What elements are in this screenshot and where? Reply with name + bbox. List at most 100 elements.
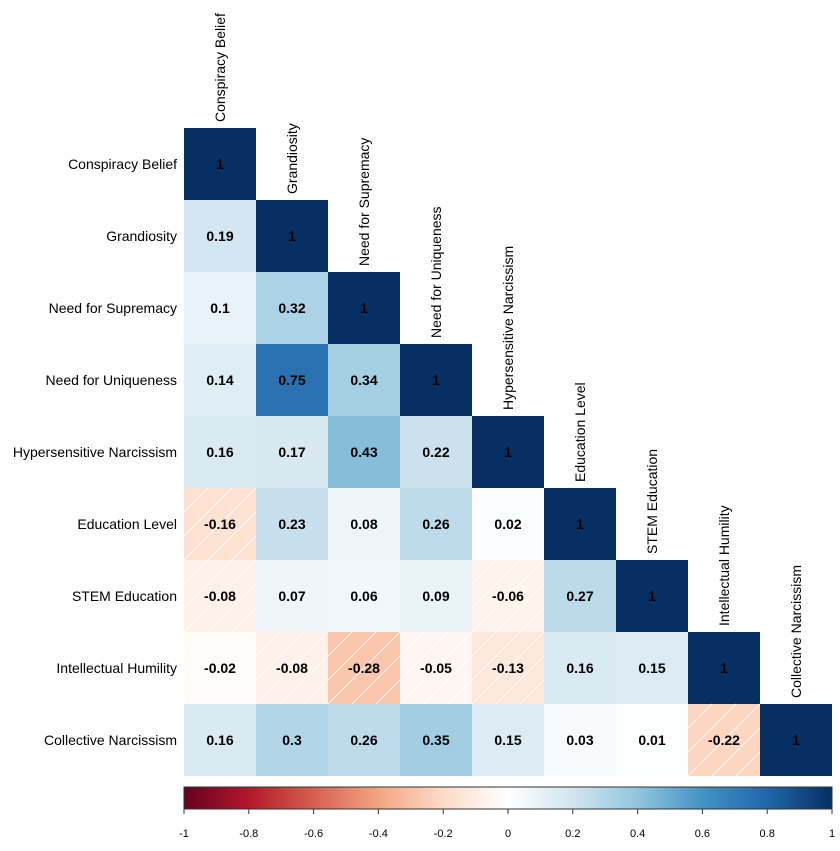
heatmap-cell: 0.06 bbox=[328, 560, 400, 632]
column-label-conspiracy-belief: Conspiracy Belief bbox=[212, 13, 228, 122]
heatmap-cell: -0.08 bbox=[183, 559, 257, 633]
column-label-stem-education: STEM Education bbox=[644, 449, 660, 554]
cell-value-label: -0.28 bbox=[348, 660, 380, 676]
cell-value-label: 0.16 bbox=[206, 732, 233, 748]
heatmap-cell: 0.43 bbox=[328, 416, 400, 488]
cell-value-label: 1 bbox=[504, 444, 512, 460]
cell-value-label: 1 bbox=[792, 732, 800, 748]
row-label-intellectual-humility: Intellectual Humility bbox=[56, 660, 177, 676]
heatmap-cell: 1 bbox=[688, 632, 760, 704]
heatmap-cell: 0.09 bbox=[400, 560, 472, 632]
cell-fill bbox=[616, 632, 688, 704]
cell-value-label: 0.26 bbox=[422, 516, 449, 532]
heatmap-cell: 0.03 bbox=[544, 704, 616, 776]
cell-fill bbox=[184, 344, 256, 416]
heatmap-cell: 0.26 bbox=[400, 488, 472, 560]
cell-fill bbox=[184, 416, 256, 488]
cell-value-label: 0.23 bbox=[278, 516, 305, 532]
heatmap-cell: 0.34 bbox=[328, 344, 400, 416]
heatmap-cell: 0.16 bbox=[184, 704, 256, 776]
cell-value-label: 0.01 bbox=[638, 732, 665, 748]
row-label-education-level: Education Level bbox=[77, 516, 177, 532]
negative-hatch bbox=[399, 631, 473, 705]
cell-value-label: 1 bbox=[432, 372, 440, 388]
cell-value-label: 0.06 bbox=[350, 588, 377, 604]
cell-fill bbox=[472, 704, 544, 776]
heatmap-cell: 0.15 bbox=[616, 632, 688, 704]
cell-value-label: -0.16 bbox=[204, 516, 236, 532]
cell-value-label: 1 bbox=[216, 156, 224, 172]
heatmap-cell: 1 bbox=[760, 704, 832, 776]
heatmap-cell: -0.16 bbox=[183, 487, 257, 561]
column-label-education-level: Education Level bbox=[572, 382, 588, 482]
cell-value-label: 0.09 bbox=[422, 588, 449, 604]
cell-fill bbox=[256, 272, 328, 344]
cell-fill bbox=[184, 272, 256, 344]
cell-value-label: 0.22 bbox=[422, 444, 449, 460]
heatmap-cell: -0.22 bbox=[687, 703, 761, 777]
heatmap-cell: 0.07 bbox=[256, 560, 328, 632]
negative-hatch bbox=[183, 631, 257, 705]
heatmap-cell: -0.02 bbox=[183, 631, 257, 705]
row-label-conspiracy-belief: Conspiracy Belief bbox=[68, 156, 177, 172]
cell-fill bbox=[688, 632, 760, 704]
column-label-collective-narcissism: Collective Narcissism bbox=[788, 565, 804, 698]
cell-value-label: 0.14 bbox=[206, 372, 233, 388]
cell-fill bbox=[256, 488, 328, 560]
negative-hatch bbox=[687, 703, 761, 777]
row-label-need-for-supremacy: Need for Supremacy bbox=[49, 300, 177, 316]
heatmap-cell: 1 bbox=[544, 488, 616, 560]
heatmap-cell: 0.1 bbox=[184, 272, 256, 344]
negative-hatch bbox=[183, 559, 257, 633]
cell-fill bbox=[616, 704, 688, 776]
cell-value-label: -0.13 bbox=[492, 660, 524, 676]
cell-fill bbox=[256, 416, 328, 488]
cell-value-label: 0.02 bbox=[494, 516, 521, 532]
row-label-stem-education: STEM Education bbox=[72, 588, 177, 604]
column-label-grandiosity: Grandiosity bbox=[284, 123, 300, 194]
cell-fill bbox=[256, 200, 328, 272]
row-label-grandiosity: Grandiosity bbox=[106, 228, 177, 244]
heatmap-cell: 0.3 bbox=[256, 704, 328, 776]
heatmap-cell: 1 bbox=[328, 272, 400, 344]
heatmap-cell: 1 bbox=[256, 200, 328, 272]
cell-value-label: 0.32 bbox=[278, 300, 305, 316]
colorbar-tick-label: 0.4 bbox=[630, 828, 645, 840]
cell-fill bbox=[472, 488, 544, 560]
colorbar-gradient bbox=[183, 786, 833, 810]
heatmap-cell: 0.19 bbox=[184, 200, 256, 272]
cell-fill bbox=[544, 560, 616, 632]
cell-value-label: 1 bbox=[576, 516, 584, 532]
heatmap-cells: 1 0.19 1 0.1 0.32 1 0.14 0.75 0.34 1 0.16 0.17 0.43 0… bbox=[183, 128, 832, 777]
cell-value-label: -0.22 bbox=[708, 732, 740, 748]
cell-value-label: -0.05 bbox=[420, 660, 452, 676]
cell-fill bbox=[184, 128, 256, 200]
cell-value-label: -0.06 bbox=[492, 588, 524, 604]
color-legend: -1 -0.8 -0.6 -0.4 -0.2 0 0.2 0.4 0.6 0.8 1 bbox=[179, 786, 835, 840]
cell-value-label: 1 bbox=[288, 228, 296, 244]
heatmap-cell: 0.17 bbox=[256, 416, 328, 488]
cell-fill bbox=[328, 560, 400, 632]
column-label-intellectual-humility: Intellectual Humility bbox=[716, 505, 732, 626]
colorbar-tick-label: -0.2 bbox=[434, 828, 453, 840]
cell-value-label: 0.17 bbox=[278, 444, 305, 460]
heatmap-cell: 0.75 bbox=[256, 344, 328, 416]
cell-value-label: 0.07 bbox=[278, 588, 305, 604]
cell-fill bbox=[472, 416, 544, 488]
heatmap-cell: 0.15 bbox=[472, 704, 544, 776]
cell-value-label: 0.16 bbox=[206, 444, 233, 460]
cell-value-label: -0.08 bbox=[276, 660, 308, 676]
row-label-need-for-uniqueness: Need for Uniqueness bbox=[45, 372, 177, 388]
colorbar-tick-label: -0.4 bbox=[369, 828, 388, 840]
cell-value-label: 0.19 bbox=[206, 228, 233, 244]
row-label-hypersensitive-narcissism: Hypersensitive Narcissism bbox=[13, 444, 177, 460]
colorbar-tick-label: 0 bbox=[505, 828, 511, 840]
negative-hatch bbox=[183, 487, 257, 561]
column-labels: Conspiracy Belief Grandiosity Need for Sup… bbox=[212, 13, 804, 698]
cell-fill bbox=[400, 416, 472, 488]
cell-value-label: 0.16 bbox=[566, 660, 593, 676]
cell-fill bbox=[400, 560, 472, 632]
column-label-need-for-supremacy: Need for Supremacy bbox=[356, 138, 372, 266]
cell-fill bbox=[616, 560, 688, 632]
